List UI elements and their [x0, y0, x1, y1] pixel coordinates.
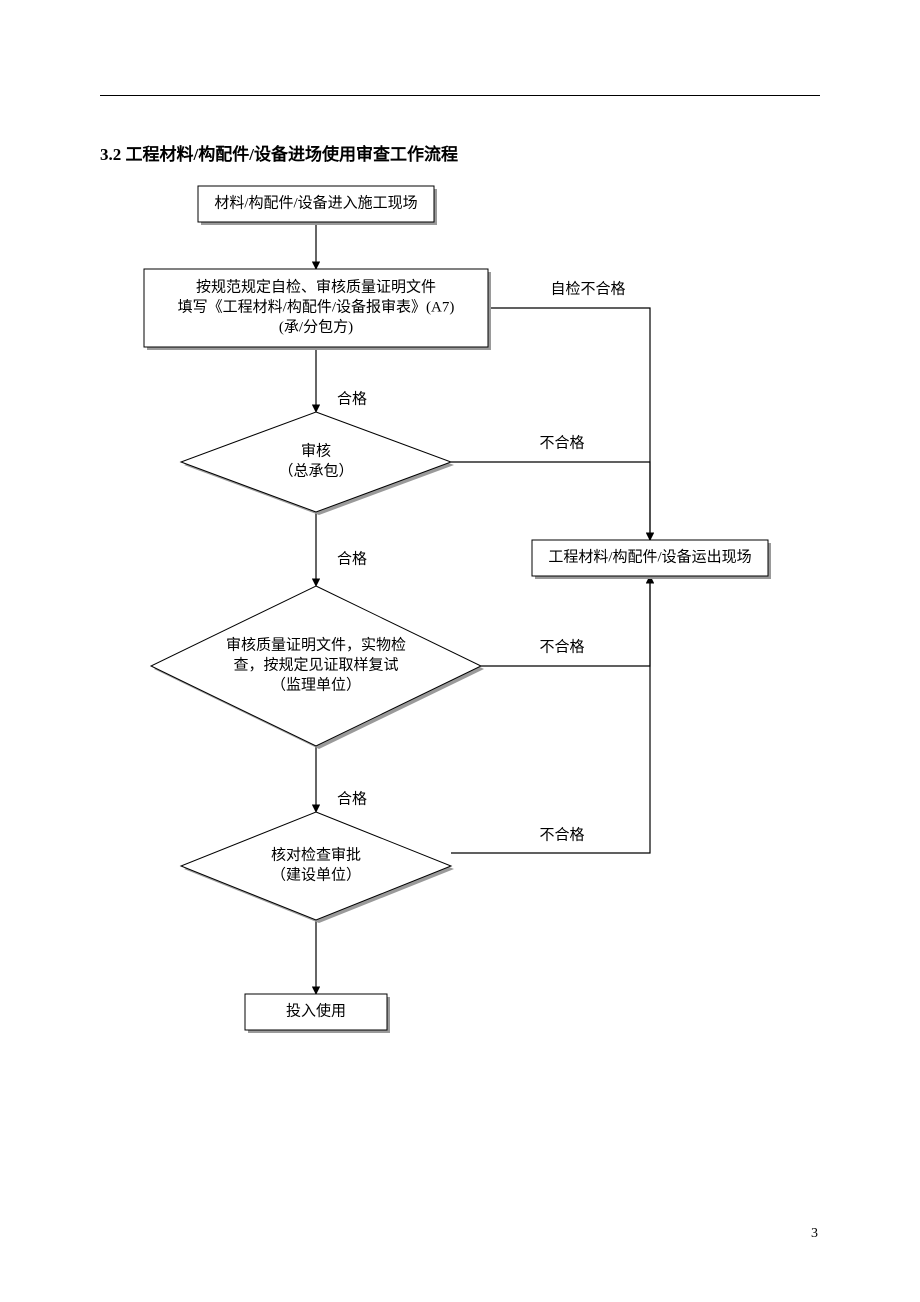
svg-text:审核质量证明文件，实物检: 审核质量证明文件，实物检: [226, 636, 406, 653]
svg-text:（建设单位）: （建设单位）: [271, 866, 361, 883]
svg-text:材料/构配件/设备进入施工现场: 材料/构配件/设备进入施工现场: [214, 194, 417, 211]
svg-text:查，按规定见证取样复试: 查，按规定见证取样复试: [233, 655, 398, 673]
svg-text:核对检查审批: 核对检查审批: [271, 846, 361, 863]
svg-text:合格: 合格: [337, 550, 367, 567]
svg-text:审核: 审核: [301, 442, 331, 459]
svg-text:不合格: 不合格: [539, 826, 584, 843]
svg-text:填写《工程材料/构配件/设备报审表》(A7): 填写《工程材料/构配件/设备报审表》(A7): [178, 298, 455, 315]
svg-text:按规范规定自检、审核质量证明文件: 按规范规定自检、审核质量证明文件: [196, 278, 436, 295]
page-number: 3: [811, 1226, 818, 1242]
svg-text:投入使用: 投入使用: [286, 1002, 346, 1019]
svg-text:自检不合格: 自检不合格: [550, 280, 625, 297]
flowchart: 材料/构配件/设备进入施工现场按规范规定自检、审核质量证明文件填写《工程材料/构…: [0, 0, 920, 1302]
svg-text:（监理单位）: （监理单位）: [271, 676, 361, 693]
svg-text:不合格: 不合格: [539, 638, 584, 655]
page: 3.2 工程材料/构配件/设备进场使用审查工作流程 材料/构配件/设备进入施工现…: [0, 0, 920, 1302]
svg-text:(承/分包方): (承/分包方): [279, 318, 353, 335]
svg-text:（总承包）: （总承包）: [278, 462, 353, 479]
svg-text:合格: 合格: [337, 790, 367, 807]
svg-text:不合格: 不合格: [539, 434, 584, 451]
svg-text:工程材料/构配件/设备运出现场: 工程材料/构配件/设备运出现场: [548, 548, 751, 565]
svg-text:合格: 合格: [337, 390, 367, 407]
